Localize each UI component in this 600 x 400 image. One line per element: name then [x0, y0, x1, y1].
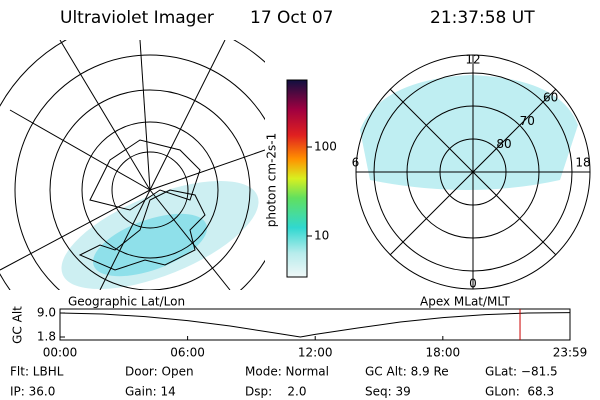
lat-ring	[439, 138, 507, 206]
lat-ring	[406, 105, 540, 239]
mlt-label: 18	[575, 156, 590, 170]
colorbar	[286, 79, 308, 278]
time: 21:37:58 UT	[430, 8, 535, 28]
lat-label: 70	[520, 114, 535, 128]
info-field: Flt: LBHL	[10, 365, 64, 379]
info-field: Gain: 14	[125, 385, 176, 399]
x-tick-label: 23:59	[553, 346, 588, 360]
mlt-label: 6	[352, 156, 360, 170]
colorbar-tick-label: 100	[314, 139, 337, 153]
info-field: GLon: 68.3	[485, 385, 554, 399]
polar-map	[355, 54, 591, 290]
lat-label: 60	[543, 90, 558, 104]
altitude-line	[59, 312, 571, 338]
info-field: GLat: −81.5	[485, 365, 558, 379]
x-tick-label: 00:00	[43, 346, 78, 360]
info-field: Seq: 39	[365, 385, 411, 399]
info-field: Mode: Normal	[245, 365, 329, 379]
info-field: Door: Open	[125, 365, 194, 379]
mlt-label: 12	[465, 53, 480, 67]
left-caption: Geographic Lat/Lon	[68, 295, 185, 309]
title: Ultraviolet Imager	[60, 8, 214, 28]
footer: Flt: LBHL Door: Open Mode: Normal GC Alt: 8…	[10, 365, 558, 399]
x-tick-label: 12:00	[298, 346, 333, 360]
info-field: GC Alt: 8.9 Re	[365, 365, 449, 379]
mlt-label: 0	[469, 277, 477, 291]
info-field: IP: 36.0	[10, 385, 55, 399]
colorbar-label: photon cm-2s-1	[265, 133, 279, 228]
y-tick-label: 1.8	[37, 330, 56, 344]
x-tick-label: 18:00	[426, 346, 461, 360]
info-field: Dsp: 2.0	[245, 385, 307, 399]
lat-label: 80	[496, 137, 511, 151]
alt-label: GC Alt	[11, 306, 25, 344]
alt-frame	[59, 308, 571, 341]
geo-map	[0, 40, 265, 290]
date: 17 Oct 07	[250, 8, 333, 28]
lat-ring	[373, 72, 573, 272]
right-caption: Apex MLat/MLT	[420, 295, 510, 309]
colorbar-tick-label: 10	[314, 228, 329, 242]
x-tick-label: 06:00	[170, 346, 205, 360]
y-tick-label: 9.0	[37, 306, 56, 320]
